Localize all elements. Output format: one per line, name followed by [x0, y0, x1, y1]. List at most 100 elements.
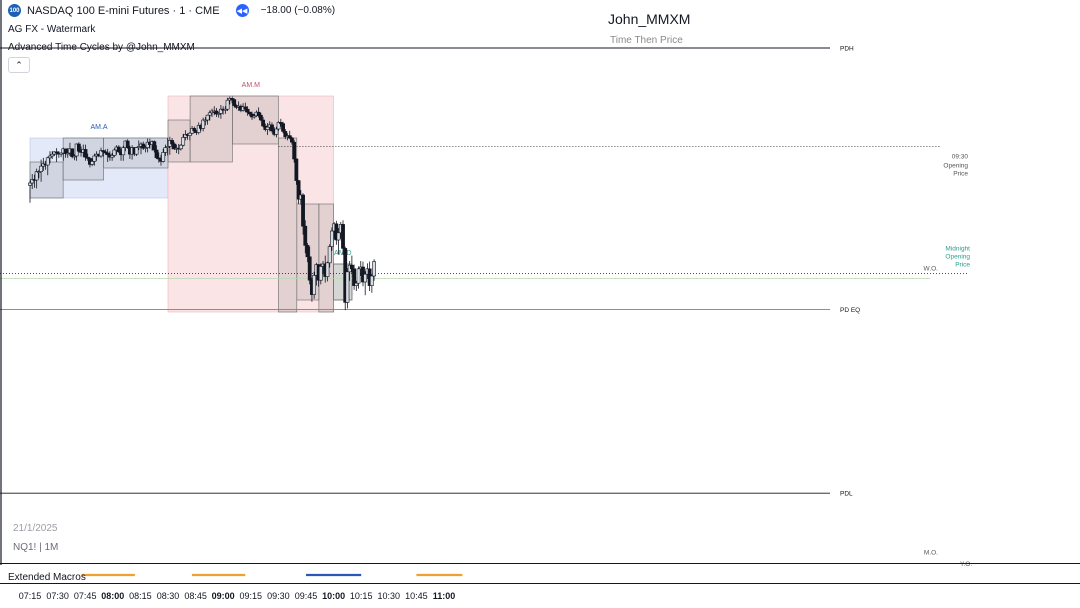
price-change: −18.00 (−0.08%) [260, 5, 336, 16]
candle-body [283, 131, 288, 138]
candle-body [296, 180, 301, 200]
label-opening-word: Opening [943, 162, 968, 169]
label-pdl: PDL [840, 491, 853, 498]
candle-body [134, 147, 139, 155]
candle-body [112, 149, 117, 156]
candle-body [287, 135, 292, 139]
candle-body [276, 122, 281, 130]
time-tick-label: 08:15 [129, 591, 152, 601]
candle-body [281, 123, 285, 132]
candle-body [76, 143, 81, 152]
time-tick-label: 08:00 [101, 591, 124, 601]
candle-body [305, 245, 310, 258]
time-tick-label: 11:00 [433, 591, 456, 601]
label-yo: Y.O. [960, 561, 972, 568]
candle-body [65, 152, 70, 155]
candle-body [258, 114, 263, 121]
candle-body [170, 140, 174, 145]
candle-body [141, 143, 146, 149]
candle-body [270, 124, 274, 132]
cycle-label-am-m: AM.M [242, 82, 260, 89]
candle-body [352, 268, 357, 286]
candle-body [247, 111, 252, 115]
candle-body [230, 98, 234, 100]
watermark-title: John_MMXM [608, 11, 691, 27]
symbol-title[interactable]: NASDAQ 100 E-mini Futures · 1 · CME [27, 4, 220, 17]
label-midnight-3: Price [955, 261, 970, 268]
candle-body [330, 230, 334, 247]
watermark-subtitle: Time Then Price [610, 35, 683, 46]
candle-body [219, 108, 223, 114]
candle-body [39, 165, 43, 172]
extended-macros-label[interactable]: Extended Macros [8, 572, 86, 583]
indicator-watermark-label[interactable]: AG FX - Watermark [8, 24, 96, 35]
time-tick-label: 10:45 [405, 591, 428, 601]
candle-body [341, 224, 345, 249]
candle-body [179, 144, 183, 150]
candle-body [325, 262, 330, 277]
candle-body [274, 128, 279, 135]
label-opening-time: 09:30 [952, 153, 969, 160]
candle-body [110, 155, 115, 158]
cycle-sub-box [232, 95, 279, 145]
candle-body [85, 156, 90, 159]
label-mo: M.O. [924, 549, 938, 556]
candle-body [225, 99, 230, 110]
candle-body [163, 147, 168, 153]
time-tick-label: 10:30 [378, 591, 401, 601]
candle-body [172, 143, 177, 150]
time-tick-label: 10:15 [350, 591, 373, 601]
time-tick-label: 10:00 [322, 591, 345, 601]
time-tick-label: 09:45 [295, 591, 318, 601]
candle-body [92, 155, 97, 162]
time-tick-label: 07:45 [74, 591, 97, 601]
candle-body [265, 126, 270, 130]
candle-body [30, 179, 35, 184]
candle-body [292, 141, 297, 160]
candle-body [187, 132, 192, 136]
candle-body [278, 122, 283, 124]
candle-body [354, 282, 359, 286]
label-wo: W.O. [924, 266, 939, 273]
cycle-label-am-a: AM.A [90, 124, 107, 131]
time-tick-label: 08:30 [157, 591, 180, 601]
candle-body [290, 137, 294, 143]
candle-body [152, 141, 157, 151]
candle-body [50, 153, 55, 157]
candle-body [105, 152, 110, 156]
candle-body [256, 111, 261, 116]
candle-body [232, 99, 237, 106]
candle-body [196, 125, 201, 133]
label-pd-eq: PD EQ [840, 307, 860, 314]
candle-body [334, 223, 339, 241]
candle-body [101, 150, 106, 153]
candle-body [372, 261, 376, 277]
candle-body [318, 266, 323, 281]
collapse-indicators-button[interactable]: ⌃ [8, 57, 30, 73]
candle-body [116, 146, 121, 153]
candle-body [349, 264, 354, 270]
candle-body [48, 155, 52, 159]
symbol-header: 100 NASDAQ 100 E-mini Futures · 1 · CME … [8, 4, 335, 17]
candle-body [72, 155, 77, 158]
candle-body [363, 273, 368, 283]
time-tick-label: 07:15 [19, 591, 42, 601]
candle-body [312, 275, 317, 295]
candle-body [303, 225, 308, 246]
candle-body [121, 147, 126, 156]
candle-body [192, 128, 197, 132]
candle-body [214, 110, 219, 115]
time-tick-label: 08:45 [184, 591, 207, 601]
candle-body [207, 112, 212, 116]
label-opening-price: Price [953, 170, 968, 177]
rewind-icon[interactable]: ◀◀ [235, 4, 249, 17]
candle-body [223, 108, 228, 111]
indicator-time-cycles-label[interactable]: Advanced Time Cycles by @John_MMXM [8, 42, 195, 53]
candle-body [294, 158, 299, 181]
candle-body [369, 275, 374, 286]
candle-body [45, 157, 50, 166]
cycle-sub-box [62, 137, 104, 181]
watermark-date: 21/1/2025 [13, 523, 58, 534]
time-tick-label: 09:00 [212, 591, 235, 601]
